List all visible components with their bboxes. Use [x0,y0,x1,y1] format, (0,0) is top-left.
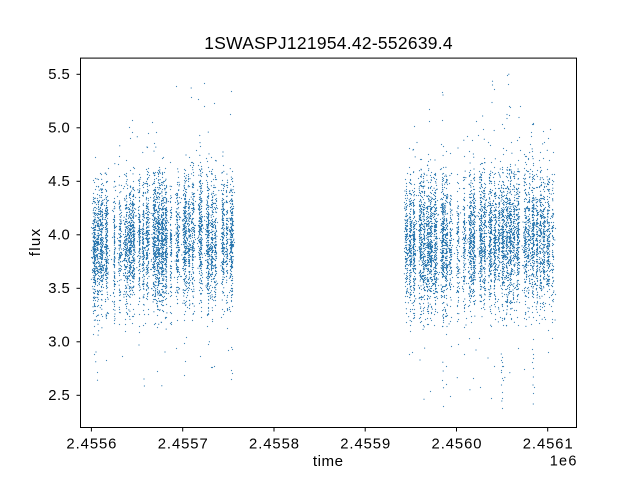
svg-text:1SWASPJ121954.42-552639.4: 1SWASPJ121954.42-552639.4 [204,33,453,53]
svg-text:flux: flux [27,228,44,257]
svg-text:time: time [313,453,344,470]
svg-text:3.5: 3.5 [48,281,70,297]
svg-text:2.4557: 2.4557 [158,436,209,452]
svg-text:2.4561: 2.4561 [523,436,574,452]
svg-text:3.0: 3.0 [48,335,70,351]
svg-text:2.4559: 2.4559 [340,436,391,452]
svg-text:5.5: 5.5 [48,67,70,83]
svg-text:2.4558: 2.4558 [249,436,300,452]
svg-text:1e6: 1e6 [550,453,578,469]
svg-text:2.5: 2.5 [48,388,70,404]
svg-text:4.0: 4.0 [48,228,70,244]
svg-text:2.4556: 2.4556 [66,436,117,452]
svg-text:5.0: 5.0 [48,121,70,137]
svg-text:4.5: 4.5 [48,174,70,190]
svg-text:2.4560: 2.4560 [432,436,483,452]
